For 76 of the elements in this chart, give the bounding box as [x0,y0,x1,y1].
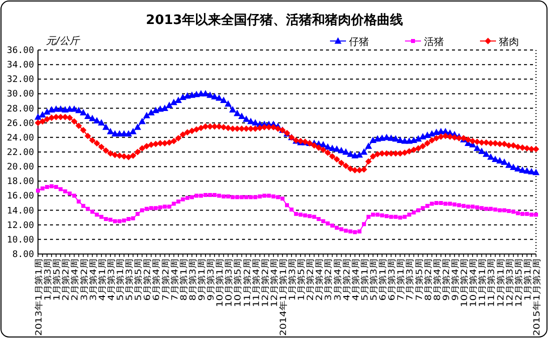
x-tick-label: 8月第1周 [179,259,190,301]
x-tick-label: 5月第1周 [116,259,126,301]
chart-title: 2013年以来全国仔猪、活猪和猪肉价格曲线 [146,12,404,28]
x-tick-label: 10月第3周 [224,259,234,308]
y-tick-label: 34.00 [6,60,34,71]
x-tick-label: 7月第2周 [160,259,172,301]
x-tick-label: 8月第2周 [424,259,434,301]
x-tick-label: 6月第1周 [378,259,388,301]
x-tick-label: 5月第3周 [369,259,380,301]
x-tick-label: 2014年1月第1周 [278,259,289,336]
x-tick-label: 3月第4周 [332,259,344,301]
x-tick-label: 5月第5周 [134,259,144,301]
x-tick-label: 10月第2周 [460,259,470,308]
x-tick-label: 7月第4周 [170,259,180,301]
x-tick-label: 5月第1周 [360,259,370,301]
legend-label: 活猪 [424,36,444,48]
x-tick-label: 2013年1月第1周 [34,259,44,336]
x-tick-label: 12月第2周 [260,259,271,308]
x-tick-label: 1月第3周 [288,259,298,301]
x-tick-label: 1月第5周 [52,259,62,301]
x-tick-label: 9月第4周 [450,259,461,301]
x-tick-label: 5月第3周 [124,259,135,301]
y-tick-label: 16.00 [6,192,34,202]
y-tick-label: 30.00 [6,90,34,100]
x-tick-label: 11月第1周 [478,259,488,308]
x-tick-label: 6月第2周 [142,259,153,301]
y-tick-label: 10.00 [6,235,34,246]
x-tick-label: 11月第3周 [486,259,497,308]
x-tick-label: 1月第5周 [296,259,307,301]
y-tick-label: 28.00 [6,104,34,114]
x-tick-label: 3月第4周 [88,259,99,301]
x-tick-label: 12月第1周 [496,259,506,308]
x-tick-label: 12月第5周 [514,259,524,308]
x-tick-label: 1月第3周 [43,259,54,301]
x-tick-label: 4月第1周 [98,259,108,301]
y-tick-label: 32.00 [6,75,34,86]
y-tick-label: 36.00 [6,46,34,56]
x-tick-label: 11月第2周 [242,259,252,308]
y-tick-label: 8.00 [12,250,34,260]
y-tick-label: 22.00 [6,148,34,158]
x-tick-label: 9月第1周 [197,259,208,301]
y-tick-label: 18.00 [6,177,34,188]
x-tick-label: 10月第4周 [468,259,479,308]
y-tick-label: 12.00 [6,220,34,231]
x-tick-label: 1月第1周 [523,259,534,301]
x-tick-label: 2月第4周 [70,259,80,301]
x-tick-label: 12月第4周 [270,259,280,308]
x-tick-label: 7月第3周 [405,259,416,301]
x-tick-label: 8月第4周 [432,259,443,301]
y-tick-label: 14.00 [6,206,34,216]
x-tick-label: 4月第4周 [351,259,362,301]
x-tick-label: 3月第2周 [324,259,334,301]
x-tick-label: 2015年1月第2周 [532,259,542,336]
x-tick-label: 12月第3周 [505,259,516,308]
x-tick-label: 4月第3周 [106,259,117,301]
x-tick-label: 10月第5周 [233,259,244,308]
x-tick-label: 8月第3周 [188,259,198,301]
x-tick-label: 3月第2周 [79,259,90,301]
y-tick-label: 24.00 [6,133,34,144]
x-tick-label: 2月第2周 [61,259,72,301]
x-tick-label: 9月第2周 [442,259,452,301]
y-tick-label: 20.00 [6,162,34,173]
x-tick-label: 7月第5周 [414,259,425,301]
legend-label: 猪肉 [499,36,519,48]
x-tick-label: 10月第1周 [215,259,226,308]
x-tick-label: 6月第3周 [387,259,398,301]
x-tick-label: 9月第3周 [206,259,216,301]
x-tick-label: 2月第4周 [314,259,325,301]
y-axis-title: 元/公斤 [46,35,80,47]
legend-label: 仔猪 [349,36,369,48]
y-tick-label: 26.00 [6,118,34,129]
x-tick-label: 6月第4周 [152,259,162,301]
x-tick-label: 4月第2周 [342,259,352,301]
x-tick-label: 7月第1周 [396,259,406,301]
x-tick-label: 2月第2周 [306,259,316,301]
x-tick-label: 11月第4周 [251,259,262,308]
